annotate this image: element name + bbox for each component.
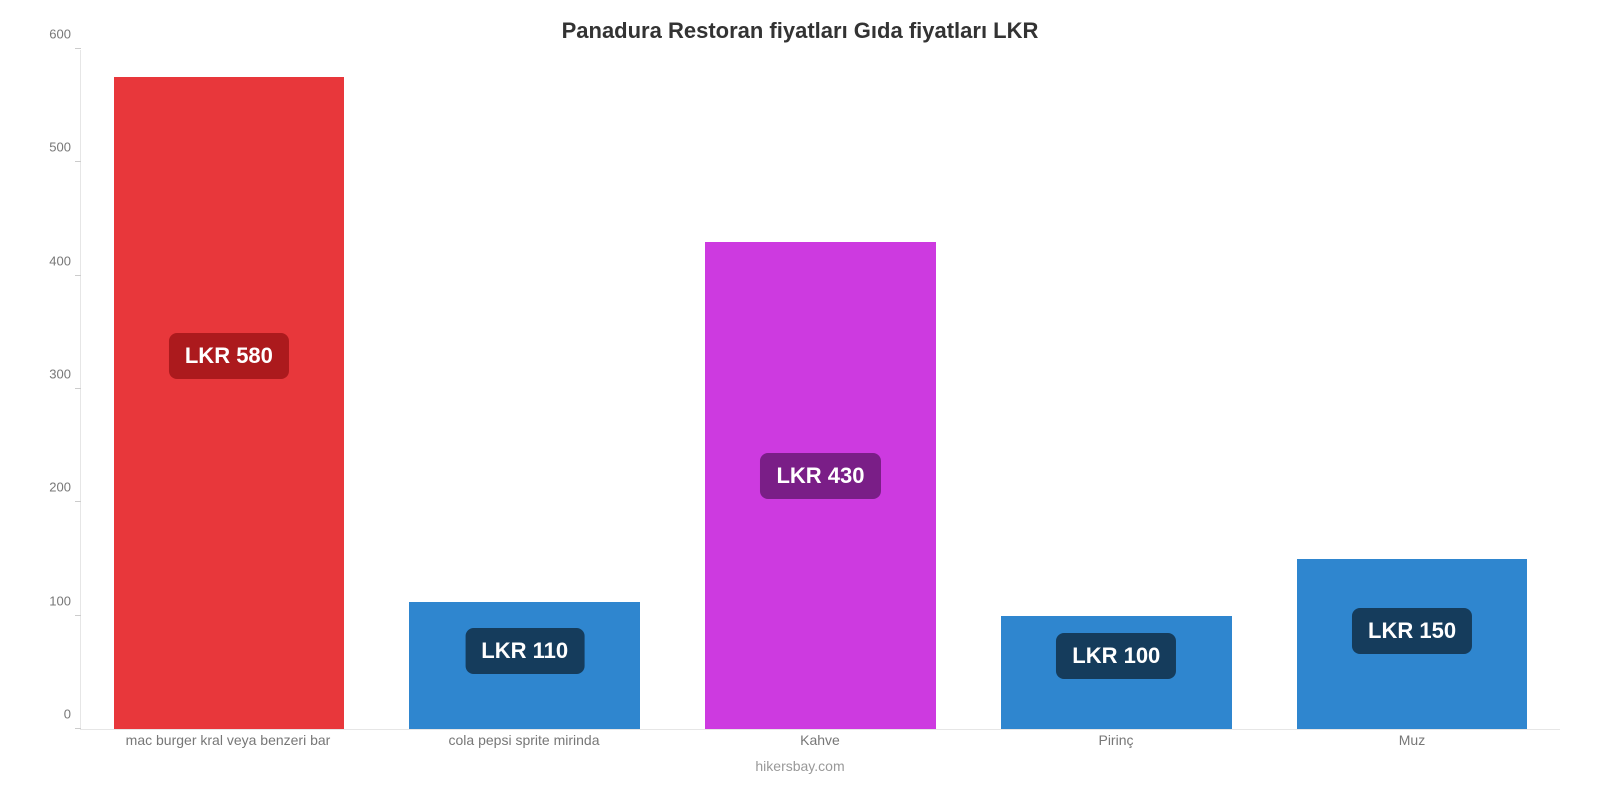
category-label: Pirinç (968, 732, 1264, 748)
attribution-text: hikersbay.com (0, 758, 1600, 774)
bar-chart: Panadura Restoran fiyatları Gıda fiyatla… (0, 0, 1600, 800)
bar (114, 77, 345, 729)
y-tick-label: 500 (31, 140, 71, 155)
bar-value-badge: LKR 100 (1056, 633, 1176, 679)
bars-row: LKR 580 LKR 110 LKR 430 LKR 100 LKR 150 (81, 50, 1560, 729)
y-tick-label: 600 (31, 27, 71, 42)
category-label: mac burger kral veya benzeri bar (80, 732, 376, 748)
category-labels-row: mac burger kral veya benzeri barcola pep… (80, 732, 1560, 748)
chart-title: Panadura Restoran fiyatları Gıda fiyatla… (0, 18, 1600, 44)
bar-value-badge: LKR 580 (169, 333, 289, 379)
y-tick-mark (75, 48, 81, 49)
bar-slot: LKR 150 (1264, 50, 1560, 729)
bar-value-badge: LKR 110 (465, 628, 584, 674)
bar-slot: LKR 100 (968, 50, 1264, 729)
bar-slot: LKR 110 (377, 50, 673, 729)
y-tick-label: 300 (31, 367, 71, 382)
y-tick-label: 400 (31, 253, 71, 268)
bar-slot: LKR 580 (81, 50, 377, 729)
y-tick-label: 0 (31, 707, 71, 722)
category-label: Muz (1264, 732, 1560, 748)
category-label: Kahve (672, 732, 968, 748)
bar-slot: LKR 430 (673, 50, 969, 729)
bar-value-badge: LKR 150 (1352, 608, 1472, 654)
y-tick-label: 200 (31, 480, 71, 495)
plot-area: 0100200300400500600 LKR 580LKR 110LKR 43… (80, 50, 1560, 730)
category-label: cola pepsi sprite mirinda (376, 732, 672, 748)
bar-value-badge: LKR 430 (760, 453, 880, 499)
y-tick-label: 100 (31, 593, 71, 608)
